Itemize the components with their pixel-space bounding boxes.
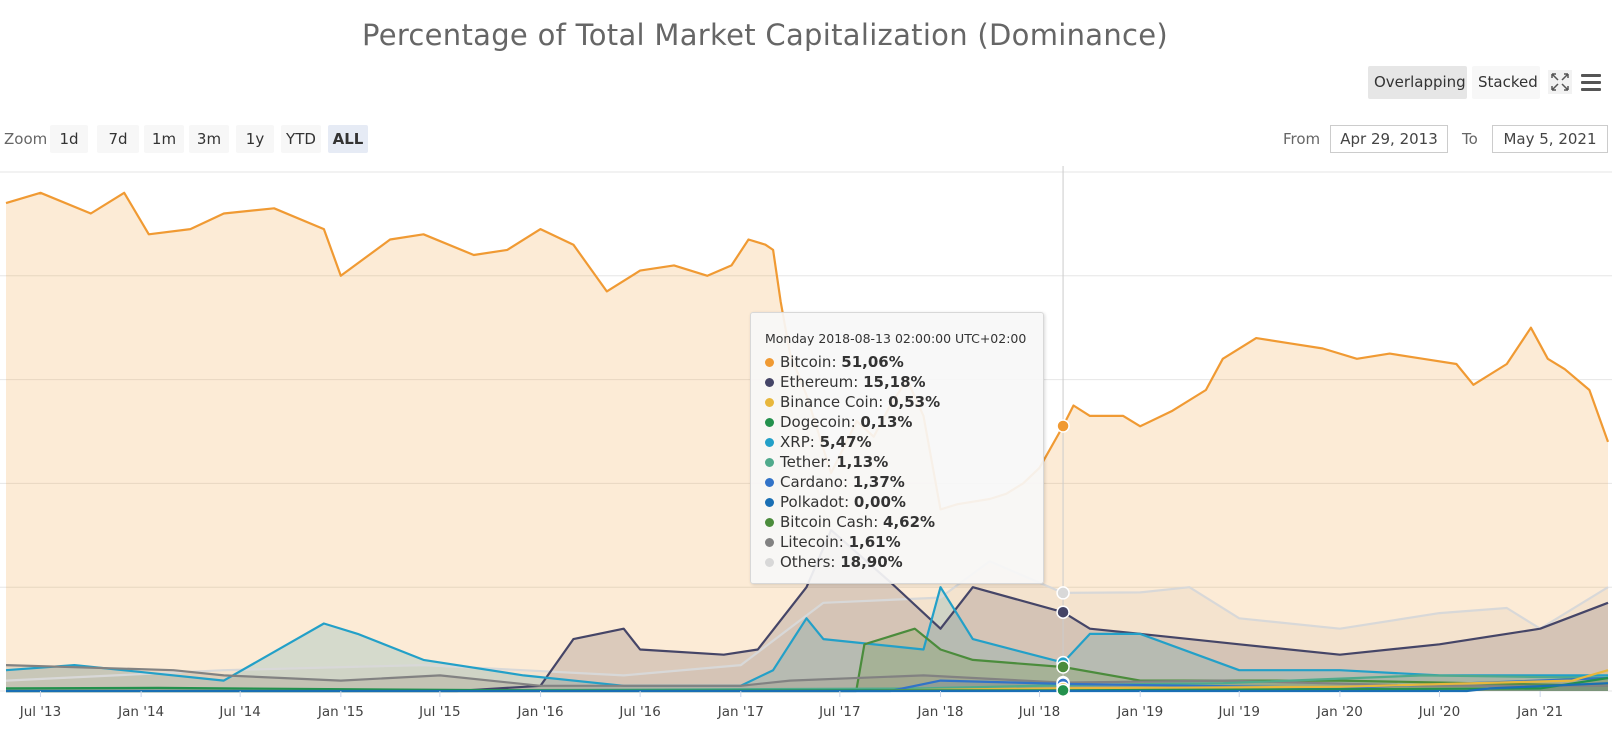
tooltip-series-value: 1,13% [836,453,889,471]
tooltip-row-binance-coin: Binance Coin: 0,53% [765,392,1029,412]
point-marker-dogecoin [1056,683,1070,698]
legend-dot-icon [765,418,774,427]
x-tick-label: Jul '20 [1418,704,1460,720]
crosshair [1056,166,1070,698]
tooltip-series-name: Polkadot [780,493,845,511]
zoom-3m-button[interactable]: 3m [189,125,229,153]
x-tick-label: Jan '20 [1316,704,1363,720]
tooltip-series-value: 0,00% [853,493,906,511]
tooltip-row-bitcoin-cash: Bitcoin Cash: 4,62% [765,512,1029,532]
tooltip-series-value: 0,53% [888,393,941,411]
x-axis-ticks: Jul '13 Jan '14 Jul '14 Jan '15 Jul '15 Jan '… [19,691,1563,720]
line-litecoin [5,664,1608,687]
x-tick-label: Jul '19 [1217,704,1259,720]
x-tick-label: Jul '17 [818,704,860,720]
zoom-1y-button[interactable]: 1y [236,125,274,153]
tooltip-series-name: Tether [780,453,827,471]
point-marker-others [1056,586,1070,600]
x-tick-label: Jan '17 [717,704,764,720]
tooltip-series-name: Ethereum [780,373,854,391]
x-tick-label: Jan '19 [1116,704,1163,720]
legend-dot-icon [765,458,774,467]
area-litecoin [6,665,1608,691]
legend-dot-icon [765,538,774,547]
area-ethereum [6,530,1608,691]
tooltip-series-name: Cardano [780,473,843,491]
legend-dot-icon [765,438,774,447]
to-date-input[interactable]: May 5, 2021 [1492,125,1608,153]
tooltip-row-others: Others: 18,90% [765,552,1029,572]
legend-dot-icon [765,498,774,507]
zoom-label: Zoom [4,130,48,148]
tooltip-series-name: Bitcoin [780,353,832,371]
to-label: To [1462,130,1478,148]
tooltip-row-polkadot: Polkadot: 0,00% [765,492,1029,512]
tooltip-row-cardano: Cardano: 1,37% [765,472,1029,492]
point-marker-bitcoin [1056,419,1070,433]
line-xrp [5,586,1608,687]
zoom-all-button[interactable]: ALL [328,125,368,153]
tooltip-series-value: 15,18% [863,373,926,391]
tooltip-series-value: 0,13% [860,413,913,431]
tooltip-row-bitcoin: Bitcoin: 51,06% [765,352,1029,372]
tooltip-series-value: 1,61% [848,533,901,551]
x-tick-label: Jan '15 [317,704,364,720]
x-tick-label: Jul '14 [218,704,260,720]
zoom-7d-button[interactable]: 7d [97,125,139,153]
line-polkadot [6,682,1609,693]
legend-dot-icon [765,518,774,527]
zoom-1d-button[interactable]: 1d [50,125,88,153]
tooltip-series-name: Binance Coin [780,393,879,411]
legend-dot-icon [765,398,774,407]
tooltip-series-name: Others [780,553,831,571]
tooltip-series-name: Bitcoin Cash [780,513,874,531]
tooltip-row-ethereum: Ethereum: 15,18% [765,372,1029,392]
tooltip-series-name: Litecoin [780,533,839,551]
x-tick-label: Jan '14 [117,704,164,720]
legend-dot-icon [765,558,774,567]
point-marker-bitcoin-cash [1056,660,1070,674]
tooltip-series-value: 18,90% [840,553,903,571]
legend-dot-icon [765,378,774,387]
legend-dot-icon [765,478,774,487]
tooltip-header: Monday 2018-08-13 02:00:00 UTC+02:00 [765,331,1027,346]
tooltip-row-litecoin: Litecoin: 1,61% [765,532,1029,552]
stacked-button[interactable]: Stacked [1472,66,1540,99]
fullscreen-icon[interactable] [1548,70,1572,94]
overlapping-button[interactable]: Overlapping [1368,66,1467,99]
hamburger-menu-icon[interactable] [1578,70,1604,96]
zoom-ytd-button[interactable]: YTD [281,125,321,153]
x-tick-label: Jul '13 [19,704,61,720]
from-label: From [1283,130,1321,148]
legend-dot-icon [765,358,774,367]
tooltip-row-xrp: XRP: 5,47% [765,432,1029,452]
tooltip-series-value: 5,47% [819,433,872,451]
x-tick-label: Jul '15 [418,704,460,720]
tooltip-series-value: 4,62% [883,513,936,531]
point-marker-ethereum [1056,605,1070,619]
tooltip-series-value: 1,37% [852,473,905,491]
tooltip: Monday 2018-08-13 02:00:00 UTC+02:00 Bit… [750,312,1044,584]
x-tick-label: Jul '16 [618,704,660,720]
from-date-input[interactable]: Apr 29, 2013 [1330,125,1448,153]
tooltip-series-name: Dogecoin [780,413,851,431]
tooltip-row-dogecoin: Dogecoin: 0,13% [765,412,1029,432]
zoom-1m-button[interactable]: 1m [144,125,184,153]
tooltip-row-tether: Tether: 1,13% [765,452,1029,472]
x-tick-label: Jan '21 [1516,704,1563,720]
tooltip-series-value: 51,06% [841,353,904,371]
x-tick-label: Jan '18 [917,704,964,720]
tooltip-series-name: XRP [780,433,810,451]
x-tick-label: Jan '16 [517,704,564,720]
x-tick-label: Jul '18 [1018,704,1060,720]
chart-title: Percentage of Total Market Capitalizatio… [361,18,1169,52]
